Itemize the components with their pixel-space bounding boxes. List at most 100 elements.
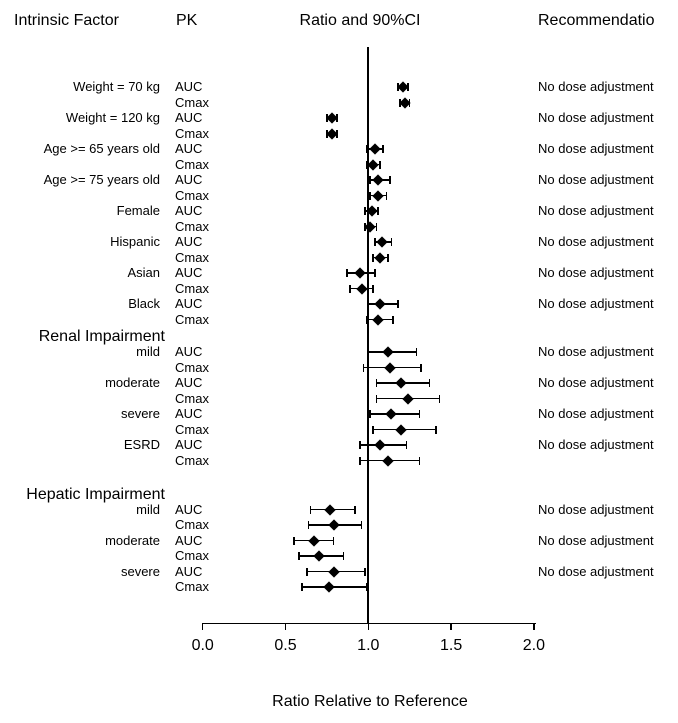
ci-cap-left [362, 363, 365, 372]
estimate-diamond [322, 581, 335, 593]
x-axis-tick-label: 0.0 [191, 637, 214, 654]
ci-cap-right [428, 379, 431, 387]
x-axis-tick-label: 2.0 [522, 637, 546, 654]
x-axis-tick [367, 623, 369, 630]
ci-cap-left [345, 269, 348, 277]
ci-cap-left [372, 253, 375, 262]
ci-cap-right [360, 521, 363, 529]
estimate-diamond [382, 454, 394, 467]
factor-label: Age >= 75 years old [43, 172, 160, 187]
pk-label: AUC [175, 296, 203, 311]
ci-cap-left [365, 145, 368, 153]
pk-label: Cmax [175, 125, 209, 141]
ci-cap-left [307, 521, 310, 529]
ci-cap-left [292, 536, 295, 545]
estimate-diamond [375, 236, 388, 248]
estimate-diamond [367, 158, 379, 171]
ci-cap-right [397, 300, 399, 308]
pk-label: AUC [175, 79, 203, 94]
ci-line [302, 586, 367, 588]
estimate-diamond [382, 346, 394, 358]
pk-label: AUC [175, 532, 203, 548]
estimate-diamond [327, 565, 340, 578]
pk-label: AUC [175, 110, 203, 125]
pk-label: AUC [175, 375, 203, 390]
ci-cap-left [309, 505, 312, 514]
recommendation-label: No dose adjustment [538, 344, 654, 359]
recommendation-label: No dose adjustment [538, 375, 654, 390]
ci-cap-left [375, 394, 378, 403]
ci-cap-left [367, 348, 370, 356]
x-axis-tick-label: 1.5 [439, 637, 463, 654]
estimate-diamond [374, 298, 386, 310]
ci-cap-left [369, 191, 371, 200]
recommendation-label: No dose adjustment [538, 172, 654, 187]
estimate-diamond [324, 503, 336, 516]
estimate-diamond [374, 439, 386, 451]
ci-cap-left [375, 379, 378, 387]
ci-cap-right [377, 207, 380, 215]
factor-label: Asian [127, 265, 160, 280]
x-axis-tick [201, 623, 204, 630]
ci-cap-right [392, 315, 394, 324]
estimate-diamond [384, 361, 396, 374]
recommendation-label: No dose adjustment [538, 532, 654, 548]
pk-label: Cmax [175, 94, 209, 110]
pk-label: AUC [175, 265, 203, 280]
ci-cap-left [374, 238, 376, 246]
pk-label: Cmax [175, 187, 209, 203]
pk-label: Cmax [175, 249, 209, 265]
recommendation-label: No dose adjustment [538, 110, 654, 125]
factor-label: Weight = 120 kg [65, 110, 160, 125]
ci-cap-right [420, 363, 423, 372]
recommendation-label: No dose adjustment [538, 296, 654, 311]
recommendation-label: No dose adjustment [538, 234, 654, 249]
ci-cap-right [390, 238, 393, 246]
factor-label: ESRD [123, 437, 160, 452]
x-axis-tick-label: 1.0 [357, 637, 380, 654]
estimate-diamond [354, 267, 366, 279]
column-header-intrinsic-factor: Intrinsic Factor [14, 12, 119, 29]
pk-label: AUC [175, 203, 203, 218]
pk-label: Cmax [175, 311, 209, 327]
factor-label: moderate [105, 375, 160, 390]
recommendation-label: No dose adjustment [538, 406, 654, 421]
pk-label: AUC [175, 344, 203, 359]
ci-cap-right [342, 552, 345, 560]
factor-label: moderate [105, 532, 160, 548]
pk-label: Cmax [175, 548, 209, 563]
ci-cap-left [364, 207, 366, 215]
pk-label: Cmax [175, 359, 209, 375]
estimate-diamond [402, 392, 414, 405]
estimate-diamond [369, 143, 381, 155]
ci-cap-right [332, 536, 335, 545]
pk-label: AUC [175, 437, 203, 452]
ci-cap-left [369, 176, 371, 184]
estimate-diamond [372, 174, 384, 186]
ci-cap-right [375, 222, 378, 231]
ci-cap-right [415, 348, 418, 356]
ci-cap-left [365, 315, 368, 324]
factor-label: severe [120, 406, 160, 421]
ci-cap-right [364, 567, 366, 576]
estimate-diamond [374, 251, 386, 264]
factor-label: mild [136, 501, 160, 517]
factor-label: Hispanic [110, 234, 160, 249]
factor-label: severe [120, 563, 160, 579]
ci-cap-right [438, 394, 441, 403]
estimate-diamond [395, 377, 408, 389]
ci-cap-right [389, 176, 391, 184]
ci-cap-right [387, 253, 389, 262]
pk-label: AUC [175, 563, 203, 579]
ci-cap-left [369, 410, 371, 418]
x-axis-tick [533, 623, 535, 630]
estimate-diamond [312, 550, 325, 562]
ci-cap-right [405, 441, 408, 449]
factor-label: Black [128, 296, 160, 311]
ci-cap-right [379, 160, 381, 169]
recommendation-label: No dose adjustment [538, 79, 654, 94]
ci-cap-right [365, 583, 368, 591]
ci-cap-left [372, 425, 375, 434]
ci-cap-left [349, 284, 351, 293]
